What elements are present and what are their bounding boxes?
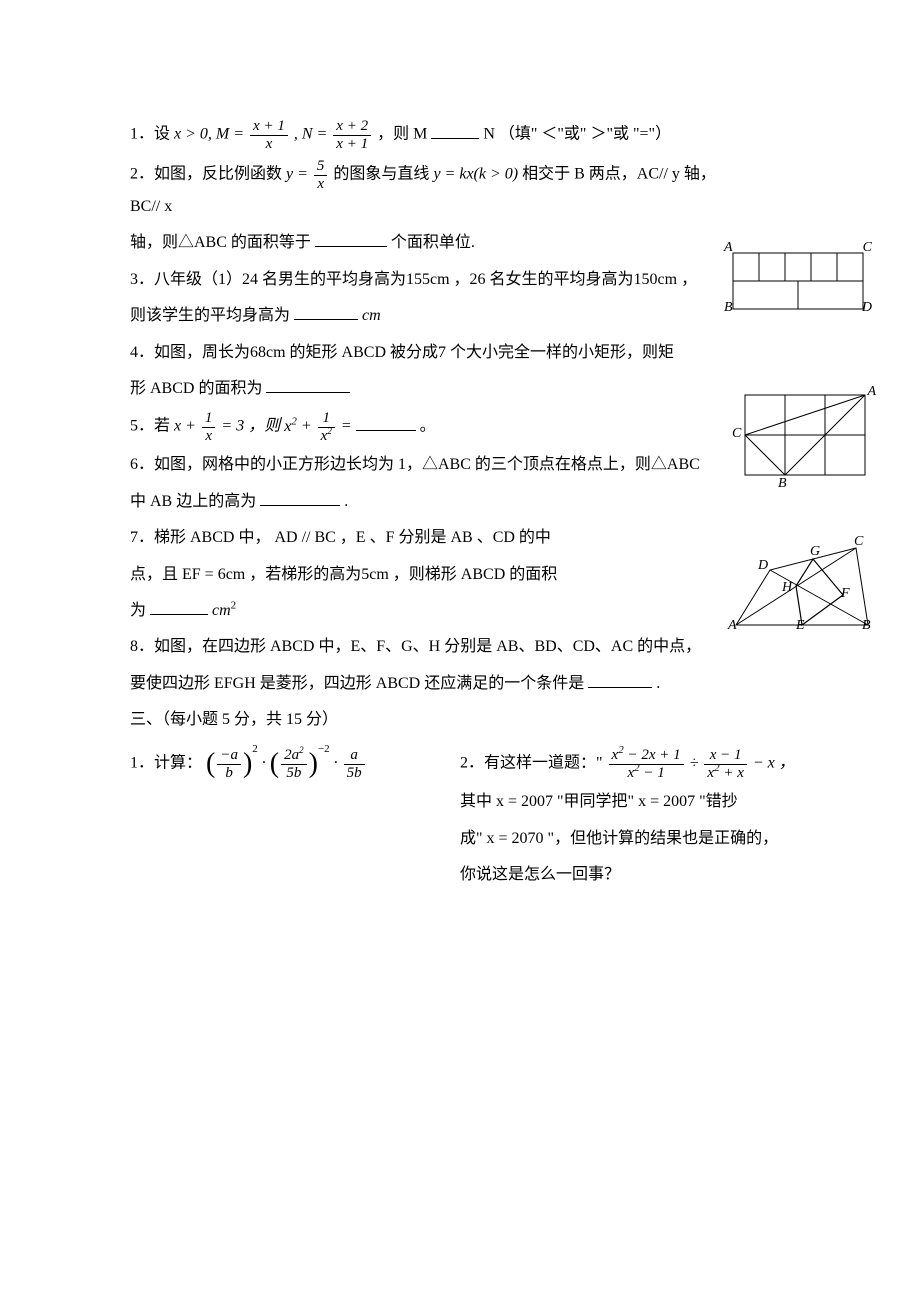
q7-blank bbox=[150, 596, 208, 615]
question-2: 2．如图，反比例函数 y = 5 x 的图象与直线 y = kx(k > 0) … bbox=[130, 158, 720, 222]
question-6-line2: 中 AB 边上的高为 . bbox=[130, 487, 720, 517]
problems-row: 1．计算： ( −a b )2 · ( 2a2 5b )−2 · a 5b 2．… bbox=[130, 741, 860, 896]
question-4-line2: 形 ABCD 的面积为 bbox=[130, 374, 720, 404]
question-3-line2: 则该学生的平均身高为 cm bbox=[130, 301, 720, 331]
question-7-line2: 点，且 EF = 6cm ，若梯形的高为5cm ，则梯形 ABCD 的面积 bbox=[130, 560, 600, 590]
question-2-line2: 轴，则△ABC 的面积等于 个面积单位. bbox=[130, 228, 720, 258]
q1-N: , N = bbox=[294, 126, 327, 143]
problem-2: 2．有这样一道题：" x2 − 2x + 1 x2 − 1 ÷ x − 1 x2… bbox=[460, 741, 830, 896]
question-5: 5．若 x + 1 x = 3 ，则 x2 + 1 x2 = 。 bbox=[130, 410, 720, 444]
figure-quadrilateral: A B C D E F G H bbox=[728, 540, 878, 635]
question-8: 8．如图，在四边形 ABCD 中，E、F、G、H 分别是 AB、BD、CD、AC… bbox=[130, 632, 720, 662]
q5-blank bbox=[356, 412, 416, 431]
q1-after: N （填" ＜"或" ＞"或 "="） bbox=[483, 126, 671, 143]
question-7-line1: 7．梯形 ABCD 中， AD // BC ，E 、F 分别是 AB 、CD 的… bbox=[130, 523, 600, 553]
q1-frac-N: x + 2 x + 1 bbox=[333, 118, 371, 152]
rect-svg bbox=[728, 248, 868, 316]
question-3: 3．八年级（1）24 名男生的平均身高为155cm ，26 名女生的平均身高为1… bbox=[130, 265, 720, 295]
grid-svg bbox=[740, 390, 870, 500]
q1-prefix: 1．设 bbox=[130, 126, 170, 143]
question-7-line3: 为 cm2 bbox=[130, 596, 720, 626]
section-3-header: 三、（每小题 5 分，共 15 分） bbox=[130, 705, 720, 735]
question-8-line2: 要使四边形 EFGH 是菱形，四边形 ABCD 还应满足的一个条件是 . bbox=[130, 669, 720, 699]
q1-blank bbox=[431, 120, 479, 139]
question-6: 6．如图，网格中的小正方形边长均为 1，△ABC 的三个顶点在格点上，则△ABC bbox=[130, 450, 720, 480]
q8-blank bbox=[588, 669, 652, 688]
question-4: 4．如图，周长为68cm 的矩形 ABCD 被分成7 个大小完全一样的小矩形，则… bbox=[130, 338, 720, 368]
q1-frac-M: x + 1 x bbox=[250, 118, 288, 152]
problem-1: 1．计算： ( −a b )2 · ( 2a2 5b )−2 · a 5b bbox=[130, 747, 460, 781]
figure-grid-triangle: A C B bbox=[740, 390, 870, 500]
q1-cond: x > 0, bbox=[174, 126, 212, 143]
figure-rectangle-abcd: A C B D bbox=[728, 248, 868, 316]
q3-blank bbox=[294, 302, 358, 321]
q4-blank bbox=[266, 374, 350, 393]
question-1: 1．设 x > 0, M = x + 1 x , N = x + 2 x + 1… bbox=[130, 118, 720, 152]
q1-mid: ，则 M bbox=[377, 126, 427, 143]
q1-M: M = bbox=[216, 126, 244, 143]
q6-blank bbox=[260, 487, 340, 506]
q2-blank bbox=[315, 229, 387, 248]
